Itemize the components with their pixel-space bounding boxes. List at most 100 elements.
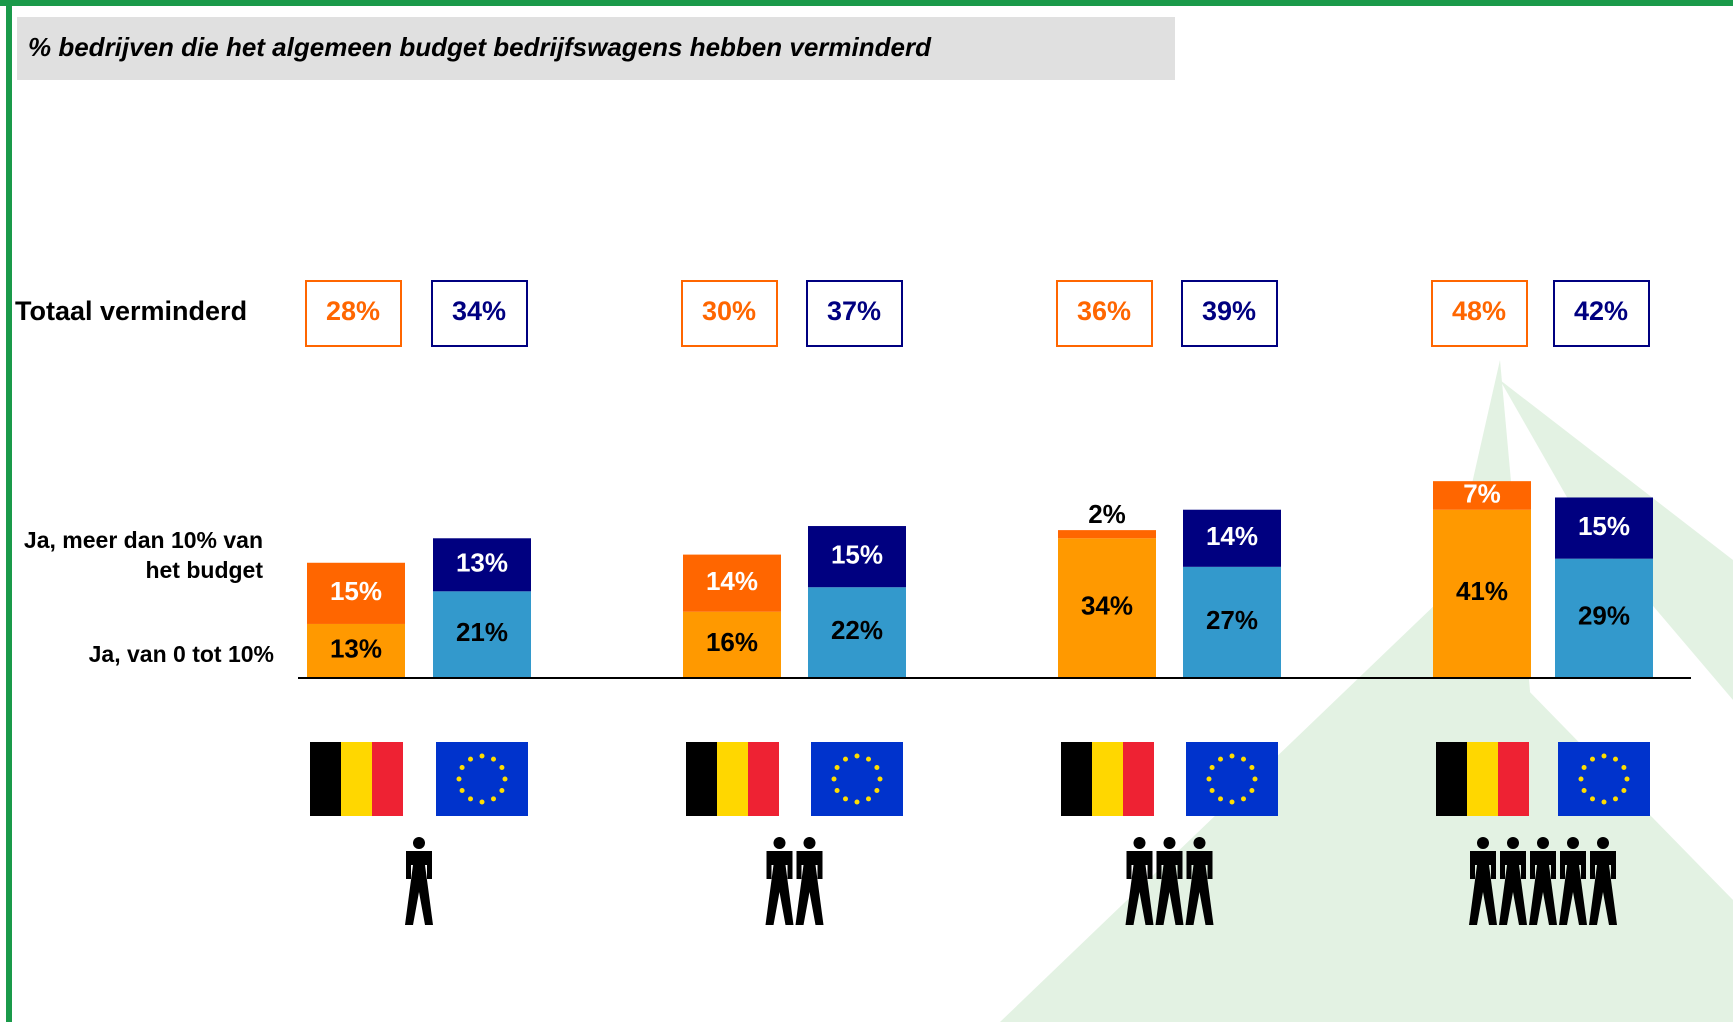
flag-star — [480, 754, 485, 759]
value-label: 16% — [706, 627, 758, 657]
left-border — [6, 0, 12, 1022]
flag-stripe — [1498, 742, 1529, 816]
chart-title: % bedrijven die het algemeen budget bedr… — [28, 32, 932, 62]
flag-star — [832, 777, 837, 782]
flag-stripe — [1092, 742, 1123, 816]
flag-stripe — [1123, 742, 1154, 816]
total-label: 36% — [1077, 296, 1131, 326]
person-head — [1134, 837, 1146, 849]
person-body — [796, 851, 824, 925]
flag-stripe — [341, 742, 372, 816]
flag — [1186, 742, 1278, 816]
person-head — [1507, 837, 1519, 849]
total-label: 30% — [702, 296, 756, 326]
flag-stripe — [1467, 742, 1498, 816]
flag-star — [874, 765, 879, 770]
total-label: 39% — [1202, 296, 1256, 326]
value-label: 29% — [1578, 601, 1630, 631]
flag-star — [1613, 757, 1618, 762]
flag-star — [491, 757, 496, 762]
flag-star — [874, 788, 879, 793]
flag-star — [1602, 754, 1607, 759]
flag-star — [460, 788, 465, 793]
flag-stripe — [686, 742, 717, 816]
value-label: 13% — [330, 633, 382, 663]
legend-upper: Ja, meer dan 10% van het budget — [20, 525, 263, 585]
flag-star — [1253, 777, 1258, 782]
flag-stripe — [310, 742, 341, 816]
flag — [436, 742, 528, 816]
total-label: 48% — [1452, 296, 1506, 326]
value-label: 2% — [1088, 499, 1126, 529]
person-head — [1194, 837, 1206, 849]
total-label: 34% — [452, 296, 506, 326]
flag-star — [835, 765, 840, 770]
value-label: 14% — [1206, 521, 1258, 551]
legend-lower: Ja, van 0 tot 10% — [20, 639, 274, 669]
flag-star — [1582, 765, 1587, 770]
flag-star — [1621, 765, 1626, 770]
flag-star — [468, 796, 473, 801]
flag-star — [1210, 765, 1215, 770]
value-label: 21% — [456, 617, 508, 647]
person-body — [766, 851, 794, 925]
flag-stripe — [1436, 742, 1467, 816]
flag-star — [1579, 777, 1584, 782]
flag-star — [1602, 800, 1607, 805]
flag-star — [866, 796, 871, 801]
flag-star — [1241, 796, 1246, 801]
flag-star — [855, 754, 860, 759]
bar-segment — [1058, 530, 1156, 538]
value-label: 15% — [831, 540, 883, 570]
flag-star — [503, 777, 508, 782]
flag-star — [1625, 777, 1630, 782]
person-head — [1477, 837, 1489, 849]
person-head — [1597, 837, 1609, 849]
flag-star — [1218, 796, 1223, 801]
flag-star — [843, 796, 848, 801]
total-label: 37% — [827, 296, 881, 326]
flag — [811, 742, 903, 816]
flag-star — [1621, 788, 1626, 793]
value-label: 41% — [1456, 576, 1508, 606]
person-head — [804, 837, 816, 849]
value-label: 13% — [456, 548, 508, 578]
value-label: 15% — [330, 576, 382, 606]
person-head — [1567, 837, 1579, 849]
flag-stripe — [717, 742, 748, 816]
flag-stripe — [372, 742, 403, 816]
flag-star — [468, 757, 473, 762]
chart: % bedrijven die het algemeen budget bedr… — [0, 0, 1733, 1022]
value-label: 34% — [1081, 591, 1133, 621]
flag-star — [1230, 754, 1235, 759]
value-label: 22% — [831, 615, 883, 645]
value-label: 27% — [1206, 605, 1258, 635]
person-head — [774, 837, 786, 849]
flag-star — [1249, 788, 1254, 793]
flag-star — [1210, 788, 1215, 793]
value-label: 14% — [706, 566, 758, 596]
top-border — [0, 0, 1733, 6]
flag-star — [499, 788, 504, 793]
flag-star — [1582, 788, 1587, 793]
total-label: 28% — [326, 296, 380, 326]
flag-star — [878, 777, 883, 782]
flag-star — [1590, 796, 1595, 801]
flag-star — [499, 765, 504, 770]
flag-star — [843, 757, 848, 762]
flag-star — [855, 800, 860, 805]
flag-star — [1249, 765, 1254, 770]
person-head — [1537, 837, 1549, 849]
person-head — [413, 837, 425, 849]
flag-star — [491, 796, 496, 801]
flag-star — [1613, 796, 1618, 801]
flag-star — [835, 788, 840, 793]
flag-star — [1590, 757, 1595, 762]
flag-star — [460, 765, 465, 770]
total-label: 42% — [1574, 296, 1628, 326]
flag-star — [866, 757, 871, 762]
flag-stripe — [748, 742, 779, 816]
flag-star — [1218, 757, 1223, 762]
flag-star — [1230, 800, 1235, 805]
watermark — [1000, 360, 1733, 1022]
